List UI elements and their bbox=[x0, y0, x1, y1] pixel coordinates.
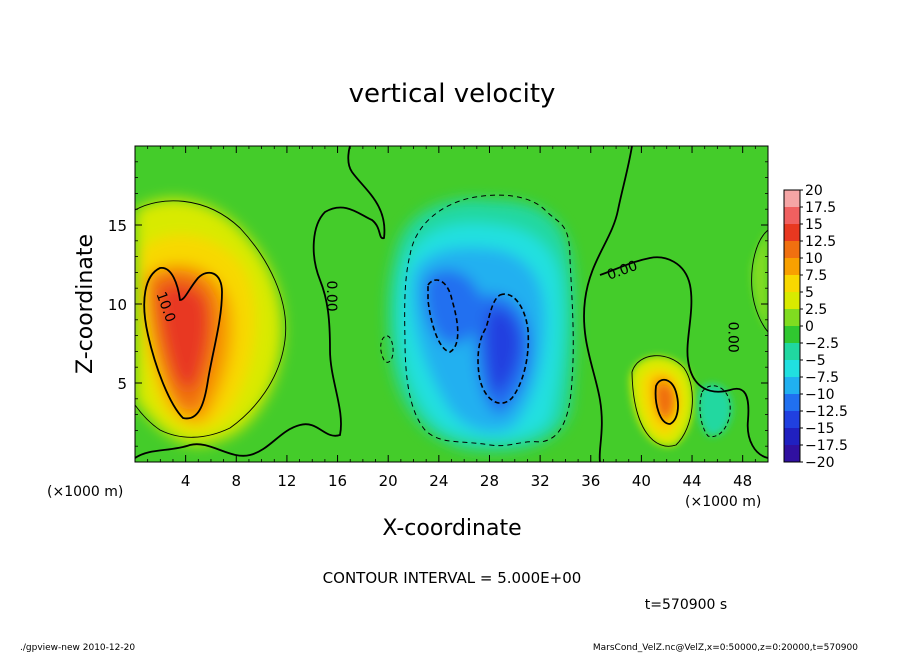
x-tick-label: 28 bbox=[480, 472, 499, 490]
contour-line-zero-center-east bbox=[583, 146, 633, 462]
downdraft-east-shading bbox=[698, 230, 768, 436]
colorbar: 2017.51512.5107.552.50−2.5−5−7.5−10−12.5… bbox=[783, 183, 848, 471]
colorbar-label: 5 bbox=[805, 285, 814, 301]
y-axis-ticks: 5 10 15 bbox=[108, 161, 768, 447]
x-tick-label: 12 bbox=[277, 472, 296, 490]
x-unit-right: (×1000 m) bbox=[685, 494, 761, 510]
contour-label: 0.00 bbox=[725, 322, 741, 353]
contour-label: 0.00 bbox=[323, 281, 339, 312]
colorbar-swatch bbox=[784, 445, 800, 462]
y-tick-label: 5 bbox=[117, 375, 127, 393]
contour-line-negative-east bbox=[699, 385, 731, 438]
colorbar-swatch bbox=[784, 275, 800, 292]
colorbar-label: 12.5 bbox=[805, 234, 836, 250]
contour-line-positive-thin bbox=[135, 200, 287, 438]
updraft-west-shading bbox=[135, 198, 283, 445]
colorbar-label: −20 bbox=[805, 455, 835, 471]
contour-line-negative-10-b bbox=[477, 293, 530, 404]
colorbar-swatch bbox=[784, 224, 800, 241]
colorbar-swatch bbox=[784, 343, 800, 360]
chart-title: vertical velocity bbox=[349, 79, 556, 109]
colorbar-label: 17.5 bbox=[805, 200, 836, 216]
y-tick-label: 10 bbox=[108, 296, 127, 314]
x-unit-left: (×1000 m) bbox=[47, 484, 123, 500]
x-tick-label: 44 bbox=[682, 472, 701, 490]
contour-interval-text: CONTOUR INTERVAL = 5.000E+00 bbox=[323, 569, 582, 587]
contour-lines bbox=[135, 146, 768, 462]
x-tick-label: 36 bbox=[581, 472, 600, 490]
colorbar-label: 15 bbox=[805, 217, 823, 233]
colorbar-label: −17.5 bbox=[805, 438, 848, 454]
colorbar-swatch bbox=[784, 258, 800, 275]
contour-line-zero-east bbox=[599, 256, 768, 459]
colorbar-swatch bbox=[784, 394, 800, 411]
plot-area: 10.0 0.000.000.00 bbox=[134, 145, 769, 463]
x-tick-label: 20 bbox=[379, 472, 398, 490]
contour-line-negative-dashed bbox=[404, 194, 574, 447]
downdraft-center-shading bbox=[387, 198, 576, 452]
x-tick-label: 48 bbox=[733, 472, 752, 490]
contour-line-10-west bbox=[143, 267, 223, 420]
footer-right: MarsCond_VelZ.nc@VelZ,x=0:50000,z=0:2000… bbox=[593, 643, 858, 653]
colorbar-swatch bbox=[784, 190, 800, 207]
colorbar-label: −2.5 bbox=[805, 336, 839, 352]
contour-line-positive-east bbox=[631, 355, 693, 447]
contour-line-negative-small bbox=[380, 335, 394, 363]
time-text: t=570900 s bbox=[645, 597, 727, 613]
colorbar-label: 10 bbox=[805, 251, 823, 267]
colorbar-label: −15 bbox=[805, 421, 835, 437]
updraft-east-shading bbox=[630, 356, 694, 447]
colorbar-label: −10 bbox=[805, 387, 835, 403]
colorbar-swatch bbox=[784, 360, 800, 377]
contour-line-10-east bbox=[654, 378, 679, 425]
colorbar-label: −7.5 bbox=[805, 370, 839, 386]
x-tick-label: 8 bbox=[232, 472, 242, 490]
colorbar-swatch bbox=[784, 326, 800, 343]
x-tick-label: 40 bbox=[632, 472, 651, 490]
footer-left: ./gpview-new 2010-12-20 bbox=[20, 643, 135, 653]
contour-line-negative-10-a bbox=[427, 279, 459, 353]
x-tick-label: 16 bbox=[328, 472, 347, 490]
y-tick-label: 15 bbox=[108, 217, 127, 235]
colorbar-swatch bbox=[784, 377, 800, 394]
colorbar-label: −12.5 bbox=[805, 404, 848, 420]
colorbar-label: −5 bbox=[805, 353, 826, 369]
x-axis-ticks: 4 8 12 16 20 24 28 32 36 40 44 48 bbox=[147, 146, 756, 490]
colorbar-swatch bbox=[784, 241, 800, 258]
x-tick-label: 32 bbox=[531, 472, 550, 490]
colorbar-label: 7.5 bbox=[805, 268, 827, 284]
colorbar-label: 2.5 bbox=[805, 302, 827, 318]
x-axis-label: X-coordinate bbox=[382, 516, 521, 541]
contour-line-zero-west bbox=[135, 146, 386, 459]
colorbar-swatch bbox=[784, 428, 800, 445]
colorbar-label: 0 bbox=[805, 319, 814, 335]
x-tick-label: 4 bbox=[181, 472, 191, 490]
colorbar-swatch bbox=[784, 309, 800, 326]
shading-layer: 10.0 0.000.000.00 bbox=[135, 146, 768, 462]
y-axis-label: Z-coordinate bbox=[73, 234, 98, 374]
colorbar-label: 20 bbox=[805, 183, 823, 199]
contour-line-zero-right-edge bbox=[751, 229, 768, 333]
colorbar-swatch bbox=[784, 207, 800, 224]
x-tick-label: 24 bbox=[429, 472, 448, 490]
colorbar-swatch bbox=[784, 411, 800, 428]
colorbar-swatch bbox=[784, 292, 800, 309]
